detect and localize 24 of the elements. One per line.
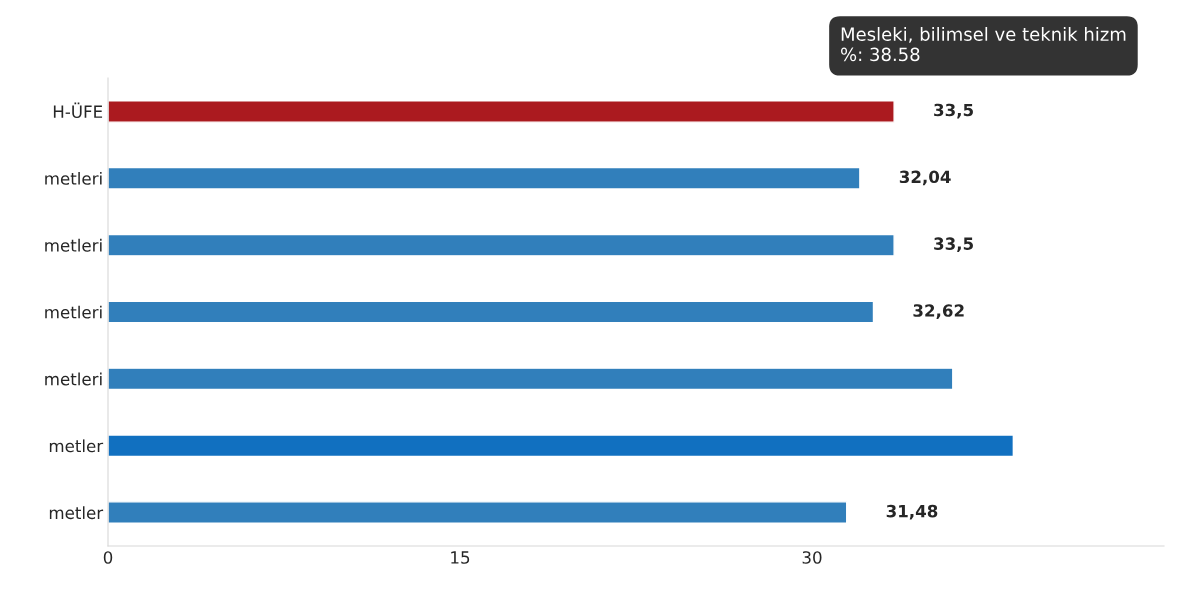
bar: [108, 434, 1015, 458]
y-tick-label: metler: [49, 439, 104, 453]
bar: [108, 300, 875, 324]
data-label: 33,5: [934, 237, 973, 253]
y-tick-label: H-ÜFE: [53, 102, 103, 118]
bar: [108, 166, 861, 190]
text: %: 38.58: [841, 47, 920, 62]
text: Mesleki, bilimsel ve teknik hizm: [841, 27, 1126, 43]
bar: [108, 100, 895, 123]
bar: [108, 233, 895, 257]
y-tick-label: metler: [49, 506, 104, 520]
y-tick-label: metleri: [45, 305, 102, 319]
y-tick-label: metleri: [45, 372, 102, 386]
x-tick-label: 15: [451, 551, 470, 564]
y-tick-label: metleri: [45, 171, 102, 185]
data-label: 32,62: [913, 304, 964, 319]
x-tick-label: 0: [103, 551, 113, 564]
y-tick-label: metleri: [45, 238, 102, 252]
data-label: 31,48: [886, 504, 938, 520]
bar: [108, 367, 954, 391]
data-label: 33,5: [934, 103, 973, 119]
data-label: 32,04: [899, 170, 951, 186]
x-tick-label: 30: [802, 551, 822, 564]
bar: [108, 501, 848, 524]
